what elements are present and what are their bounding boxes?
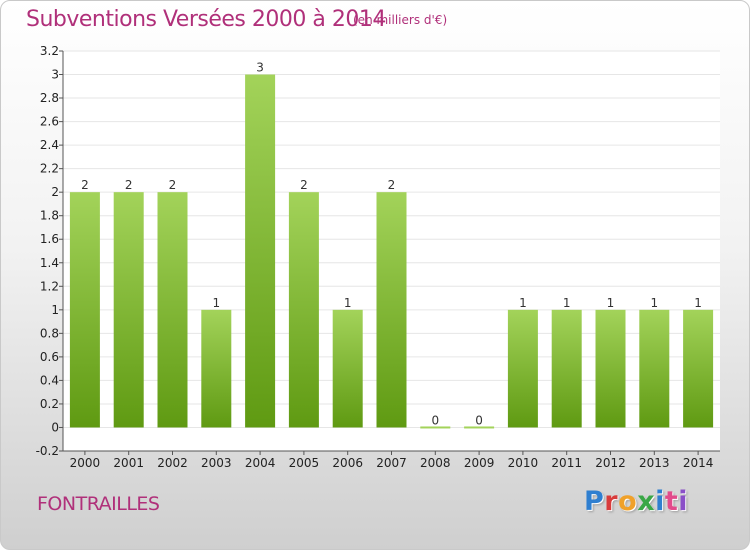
- x-tick-label: 2001: [113, 456, 144, 470]
- bar: [639, 309, 670, 428]
- bar-value-label: 1: [650, 296, 658, 310]
- y-tick-label: 0.2: [40, 397, 59, 411]
- bar: [464, 426, 495, 429]
- y-tick-label: 2.6: [40, 115, 59, 129]
- y-tick-label: 3.2: [40, 44, 59, 58]
- bar-value-label: 1: [563, 296, 571, 310]
- bar-value-label: 3: [256, 61, 264, 75]
- x-tick-label: 2010: [508, 456, 539, 470]
- y-tick-label: 2: [51, 185, 59, 199]
- bar: [113, 192, 144, 428]
- y-tick-label: 0.4: [40, 373, 59, 387]
- x-tick-label: 2011: [551, 456, 582, 470]
- bar-value-label: 1: [344, 296, 352, 310]
- bar-value-label: 0: [475, 413, 483, 427]
- y-tick-label: 0.8: [40, 326, 59, 340]
- logo-letter: x: [637, 486, 656, 517]
- bar: [507, 309, 538, 428]
- x-tick-label: 2014: [683, 456, 714, 470]
- bar: [201, 309, 232, 428]
- y-tick-label: 0: [51, 420, 59, 434]
- bar: [683, 309, 714, 428]
- bar: [376, 192, 407, 428]
- bar-value-label: 1: [607, 296, 615, 310]
- bar-value-label: 2: [125, 178, 133, 192]
- x-tick-label: 2007: [376, 456, 407, 470]
- logo-letter: i: [655, 486, 665, 517]
- y-tick-label: 1.8: [40, 209, 59, 223]
- bar: [551, 309, 582, 428]
- bar-value-label: 2: [169, 178, 177, 192]
- y-tick-label: 2.2: [40, 162, 59, 176]
- bar: [157, 192, 188, 428]
- logo-letter: o: [618, 486, 638, 517]
- logo-letter: P: [584, 486, 605, 517]
- bar-value-label: 1: [694, 296, 702, 310]
- bar-value-label: 2: [300, 178, 308, 192]
- x-tick-label: 2004: [245, 456, 276, 470]
- x-tick-label: 2003: [201, 456, 232, 470]
- y-tick-label: 1: [51, 303, 59, 317]
- x-tick-label: 2006: [332, 456, 363, 470]
- y-tick-label: 1.4: [40, 256, 59, 270]
- y-tick-label: 2.8: [40, 91, 59, 105]
- bar-value-label: 1: [519, 296, 527, 310]
- y-tick-label: 1.2: [40, 279, 59, 293]
- x-tick-label: 2005: [289, 456, 320, 470]
- bar: [420, 426, 451, 429]
- bars: [69, 74, 714, 429]
- chart-subtitle: (en milliers d'€): [353, 13, 448, 27]
- bar-value-label: 2: [81, 178, 89, 192]
- axes: [59, 50, 720, 455]
- bar: [595, 309, 626, 428]
- labels: -0.2 0 0.2 0.4 0.6 0.8 1 1.2 1.4 1.6 1.8 2 2.2 2.4 2.6…: [36, 44, 714, 470]
- y-tick-label: -0.2: [36, 444, 59, 458]
- logo-letter: t: [664, 486, 679, 517]
- y-tick-label: 1.6: [40, 232, 59, 246]
- y-tick-label: 0.6: [40, 350, 59, 364]
- bar-value-label: 0: [431, 413, 439, 427]
- bar: [245, 74, 276, 428]
- y-tick-label: 3: [51, 68, 59, 82]
- bar: [332, 309, 363, 428]
- x-tick-label: 2008: [420, 456, 451, 470]
- x-tick-label: 2012: [595, 456, 626, 470]
- place-name: FONTRAILLES: [37, 493, 160, 515]
- x-tick-label: 2002: [157, 456, 188, 470]
- chart-title: Subventions Versées 2000 à 2014: [26, 7, 386, 32]
- proxiti-logo: Proxiti: [584, 486, 688, 517]
- logo-letter: i: [678, 486, 689, 517]
- y-tick-label: 2.4: [40, 138, 59, 152]
- bar-value-label: 1: [212, 296, 220, 310]
- bar-value-label: 2: [388, 178, 396, 192]
- bar: [288, 192, 319, 428]
- x-tick-label: 2013: [639, 456, 670, 470]
- bar: [69, 192, 100, 428]
- logo-letter: r: [604, 486, 619, 517]
- x-tick-label: 2000: [70, 456, 101, 470]
- x-tick-label: 2009: [464, 456, 495, 470]
